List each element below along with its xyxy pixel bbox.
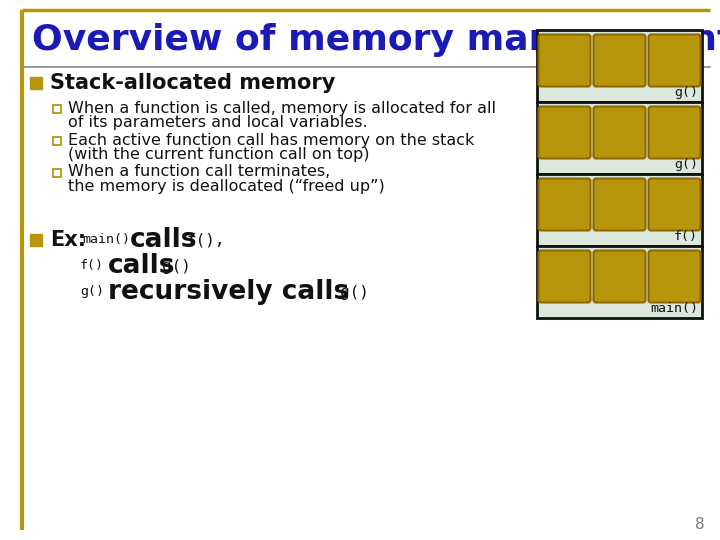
FancyBboxPatch shape (593, 251, 646, 302)
Text: the memory is deallocated (“freed up”): the memory is deallocated (“freed up”) (68, 179, 384, 193)
Bar (53, 105, 61, 113)
Text: g(): g() (674, 86, 698, 99)
Text: calls: calls (130, 227, 197, 253)
FancyBboxPatch shape (593, 106, 646, 159)
Bar (53, 169, 61, 177)
FancyBboxPatch shape (649, 106, 701, 159)
Text: Each active function call has memory on the stack: Each active function call has memory on … (68, 132, 474, 147)
Text: g(): g() (162, 259, 191, 273)
FancyBboxPatch shape (539, 106, 590, 159)
Text: f(): f() (80, 260, 104, 273)
FancyBboxPatch shape (539, 251, 590, 302)
Text: calls: calls (108, 253, 176, 279)
Text: g(): g() (80, 286, 104, 299)
Text: Stack-allocated memory: Stack-allocated memory (50, 73, 336, 93)
Bar (537, 246, 702, 318)
Text: When a function call terminates,: When a function call terminates, (68, 165, 330, 179)
Bar (53, 137, 61, 145)
Text: Overview of memory management: Overview of memory management (32, 23, 720, 57)
Text: recursively calls: recursively calls (108, 279, 349, 305)
Bar (537, 174, 702, 246)
Text: Ex:: Ex: (50, 230, 86, 250)
FancyBboxPatch shape (539, 179, 590, 231)
Text: f(): f() (674, 230, 698, 243)
Bar (537, 102, 702, 174)
FancyBboxPatch shape (593, 179, 646, 231)
FancyBboxPatch shape (649, 179, 701, 231)
FancyBboxPatch shape (649, 35, 701, 86)
Text: 8: 8 (696, 517, 705, 532)
Text: of its parameters and local variables.: of its parameters and local variables. (68, 114, 368, 130)
Text: g(): g() (340, 285, 369, 300)
FancyBboxPatch shape (539, 35, 590, 86)
Text: main(): main() (650, 302, 698, 315)
Bar (30, 234, 42, 246)
Text: f(),: f(), (186, 233, 225, 247)
Text: When a function is called, memory is allocated for all: When a function is called, memory is all… (68, 100, 496, 116)
Text: main(): main() (82, 233, 130, 246)
Text: (with the current function call on top): (with the current function call on top) (68, 146, 369, 161)
FancyBboxPatch shape (593, 35, 646, 86)
Bar (537, 30, 702, 102)
Text: g(): g() (674, 158, 698, 171)
Bar (30, 77, 42, 89)
FancyBboxPatch shape (649, 251, 701, 302)
